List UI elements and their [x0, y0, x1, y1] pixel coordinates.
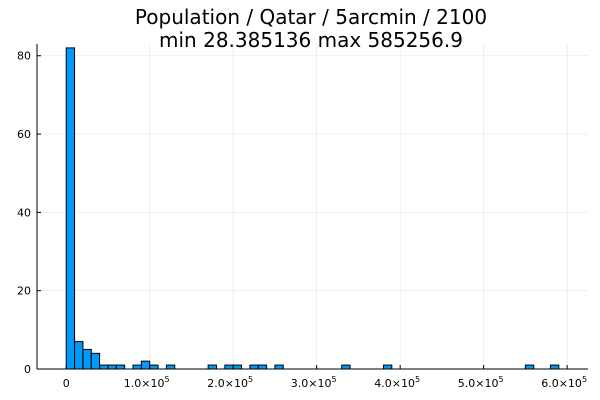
histogram-bar: [74, 341, 84, 370]
histogram-bar: [224, 364, 234, 370]
histogram-bar: [140, 360, 151, 370]
histogram-bar: [107, 364, 117, 370]
histogram-bar: [232, 364, 243, 370]
histogram-bar: [249, 364, 259, 370]
grid-lines: [37, 44, 588, 370]
x-tick-label: 0: [63, 377, 70, 390]
histogram-bar: [207, 364, 217, 370]
histogram-bar: [90, 352, 101, 370]
histogram-bar: [524, 364, 535, 370]
x-tick-label: 1.0×105: [124, 375, 170, 390]
y-tick-label: 60: [17, 128, 31, 141]
x-tick-label: 6.0×105: [541, 375, 587, 390]
histogram-bar: [382, 364, 393, 370]
histogram-bar: [65, 47, 76, 370]
y-tick-label: 80: [17, 50, 31, 63]
y-tick-label: 0: [24, 363, 31, 376]
histogram-bar: [82, 348, 92, 370]
x-tick-label: 5.0×105: [458, 375, 504, 390]
chart-title: Population / Qatar / 5arcmin / 2100: [135, 5, 487, 29]
histogram-bar: [165, 364, 176, 370]
x-tick-label: 4.0×105: [374, 375, 420, 390]
histogram-bar: [132, 364, 142, 370]
histogram-bar: [257, 364, 268, 370]
x-tick-label: 3.0×105: [291, 375, 337, 390]
y-tick-label: 40: [17, 206, 31, 219]
axes: [36, 44, 588, 370]
histogram-bar: [115, 364, 126, 370]
histogram-bar: [99, 364, 109, 370]
tick-labels: 0 1.0×105 2.0×105 3.0×105 4.0×105 5.0×105 6.0×…: [17, 50, 587, 390]
x-tick-label: 2.0×105: [207, 375, 253, 390]
y-tick-label: 20: [17, 285, 31, 298]
histogram-bar: [274, 364, 284, 370]
histogram-bars: [65, 47, 560, 370]
histogram-bar: [549, 364, 560, 370]
chart-subtitle: min 28.385136 max 585256.9: [159, 28, 463, 52]
histogram-bar: [149, 364, 159, 370]
histogram-bar: [341, 364, 351, 370]
